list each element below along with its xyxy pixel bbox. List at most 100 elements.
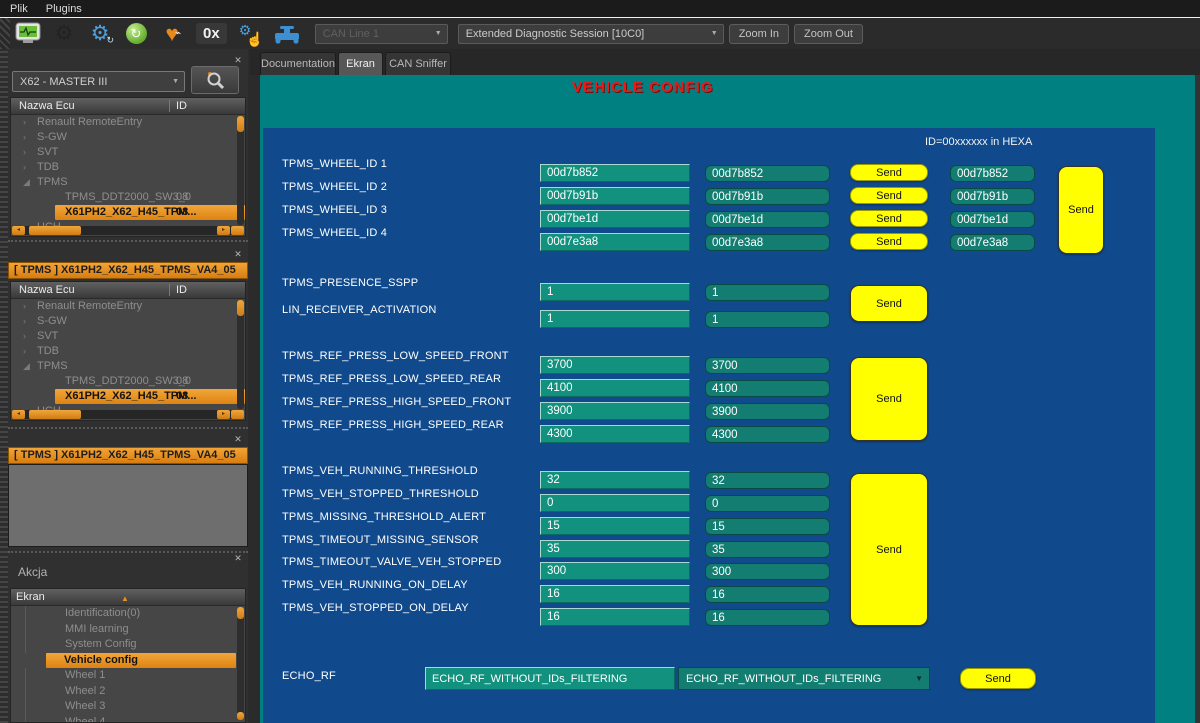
wheel-id-3-input[interactable] xyxy=(540,210,690,228)
sync-gear-icon[interactable]: ⚙ ↻ xyxy=(90,22,114,45)
action-item-system-config[interactable]: System Config xyxy=(25,637,245,653)
tree-row[interactable]: TPMS_DDT2000_SW3_0 08 xyxy=(65,375,191,387)
timeout-missing-sensor-current[interactable] xyxy=(705,541,830,558)
scroll-left-icon[interactable]: ◂ xyxy=(12,410,25,419)
lin-receiver-input[interactable] xyxy=(540,310,690,328)
echo-rf-dropdown[interactable]: ECHO_RF_WITHOUT_IDs_FILTERING ▼ xyxy=(678,667,930,690)
timeout-valve-veh-stopped-current[interactable] xyxy=(705,563,830,580)
send-threshold-button[interactable]: Send xyxy=(850,473,928,626)
veh-running-threshold-current[interactable] xyxy=(705,472,830,489)
menu-plugins[interactable]: Plugins xyxy=(45,2,82,15)
zoom-in-button[interactable]: Zoom In xyxy=(728,23,790,44)
ref-press-low-rear-current[interactable] xyxy=(705,380,830,397)
close-icon[interactable]: ✕ xyxy=(234,249,242,259)
veh-stopped-on-delay-input[interactable] xyxy=(540,608,690,626)
tpms-panel-title[interactable]: [ TPMS ] X61PH2_X62_H45_TPMS_VA4_05 xyxy=(8,262,248,279)
scroll-right-icon[interactable]: ▸ xyxy=(217,226,230,235)
lin-receiver-current[interactable] xyxy=(705,311,830,328)
tab-documentation[interactable]: Documentation xyxy=(260,52,336,75)
veh-running-on-delay-input[interactable] xyxy=(540,585,690,603)
ref-press-high-rear-current[interactable] xyxy=(705,426,830,443)
wheel-id-1-input[interactable] xyxy=(540,164,690,182)
send-ref-press-button[interactable]: Send xyxy=(850,357,928,441)
ref-press-low-front-input[interactable] xyxy=(540,356,690,374)
vertical-scrollbar[interactable] xyxy=(237,116,244,225)
tree-row[interactable]: ◢ TPMS xyxy=(23,360,68,372)
missing-threshold-alert-current[interactable] xyxy=(705,518,830,535)
send-wheel-2-button[interactable]: Send xyxy=(850,187,928,204)
veh-stopped-threshold-current[interactable] xyxy=(705,495,830,512)
ref-press-low-rear-input[interactable] xyxy=(540,379,690,397)
collapse-up-icon[interactable]: ▲ xyxy=(121,594,129,603)
action-item-vehicle-config[interactable]: Vehicle config xyxy=(46,652,236,668)
refresh-icon[interactable]: ↻ xyxy=(121,20,151,48)
horizontal-scrollbar[interactable]: ◂ ▸ xyxy=(12,410,244,419)
ref-press-high-rear-input[interactable] xyxy=(540,425,690,443)
tree-row[interactable]: › S-GW xyxy=(23,315,67,327)
ref-press-high-front-input[interactable] xyxy=(540,402,690,420)
timeout-valve-veh-stopped-input[interactable] xyxy=(540,562,690,580)
offline-gear-icon[interactable]: ⚙ xyxy=(54,22,74,45)
wheel-id-2-hexa[interactable] xyxy=(950,188,1035,205)
tree-row[interactable]: › SVT xyxy=(23,146,59,158)
echo-rf-input[interactable] xyxy=(425,667,675,690)
tree-row[interactable]: › SVT xyxy=(23,330,59,342)
scroll-left-icon[interactable]: ◂ xyxy=(12,226,25,235)
ecu-selector-dropdown[interactable]: X62 - MASTER III ▼ xyxy=(12,71,185,92)
scroll-thumb[interactable] xyxy=(29,226,81,235)
close-icon[interactable]: ✕ xyxy=(234,434,242,444)
tree-row[interactable]: › TDB xyxy=(23,161,59,173)
config-hand-icon[interactable]: ⚙ ☝ xyxy=(238,21,264,47)
session-dropdown[interactable]: Extended Diagnostic Session [10C0] ▼ xyxy=(457,23,724,44)
veh-stopped-on-delay-current[interactable] xyxy=(705,609,830,626)
panel-splitter[interactable] xyxy=(8,240,248,243)
tree-row[interactable]: ◢ TPMS xyxy=(23,176,68,188)
tab-ekran[interactable]: Ekran xyxy=(338,52,383,75)
wheel-id-2-current[interactable] xyxy=(705,188,830,205)
send-wheel-3-button[interactable]: Send xyxy=(850,210,928,227)
vertical-scrollbar[interactable] xyxy=(237,607,244,720)
can-line-dropdown[interactable]: CAN Line 1 ▼ xyxy=(314,23,448,44)
timeout-missing-sensor-input[interactable] xyxy=(540,540,690,558)
tree-row-selected[interactable]: X61PH2_X62_H45_TPM... 08 xyxy=(55,389,245,404)
tree-row-selected[interactable]: X61PH2_X62_H45_TPM... 08 xyxy=(55,205,245,220)
wheel-id-4-current[interactable] xyxy=(705,234,830,251)
action-item-mmi-learning[interactable]: MMI learning xyxy=(25,621,245,637)
wheel-id-4-hexa[interactable] xyxy=(950,234,1035,251)
ecu-monitor-icon[interactable] xyxy=(13,20,43,48)
action-item-wheel-4[interactable]: Wheel 4 xyxy=(25,714,245,722)
ref-press-low-front-current[interactable] xyxy=(705,357,830,374)
tree-row[interactable]: › TDB xyxy=(23,345,59,357)
hex-toggle[interactable]: 0x xyxy=(196,23,227,44)
presence-sspp-current[interactable] xyxy=(705,284,830,301)
wheel-id-1-current[interactable] xyxy=(705,165,830,182)
send-wheel-4-button[interactable]: Send xyxy=(850,233,928,250)
wheel-id-4-input[interactable] xyxy=(540,233,690,251)
close-icon[interactable]: ✕ xyxy=(234,55,242,65)
wheel-id-2-input[interactable] xyxy=(540,187,690,205)
vertical-splitter[interactable] xyxy=(248,49,260,723)
panel-splitter[interactable] xyxy=(8,427,248,430)
send-echo-rf-button[interactable]: Send xyxy=(960,668,1036,689)
tree-row[interactable]: TPMS_DDT2000_SW3_0 08 xyxy=(65,191,191,203)
tpms-panel-title[interactable]: [ TPMS ] X61PH2_X62_H45_TPMS_VA4_05 xyxy=(8,447,248,464)
tree-row[interactable]: › Renault RemoteEntry xyxy=(23,300,143,312)
zoom-out-button[interactable]: Zoom Out xyxy=(794,23,863,44)
scroll-right-icon[interactable]: ▸ xyxy=(217,410,230,419)
send-all-wheel-ids-button[interactable]: Send xyxy=(1058,166,1104,254)
missing-threshold-alert-input[interactable] xyxy=(540,517,690,535)
send-presence-button[interactable]: Send xyxy=(850,285,928,322)
veh-running-threshold-input[interactable] xyxy=(540,471,690,489)
send-wheel-1-button[interactable]: Send xyxy=(850,164,928,181)
tree-row[interactable]: › Renault RemoteEntry xyxy=(23,116,143,128)
tree-row[interactable]: › S-GW xyxy=(23,131,67,143)
veh-stopped-threshold-input[interactable] xyxy=(540,494,690,512)
action-item-identification[interactable]: Identification(0) xyxy=(25,606,245,622)
veh-running-on-delay-current[interactable] xyxy=(705,586,830,603)
toolbar-grip[interactable] xyxy=(0,18,10,49)
horizontal-scrollbar[interactable]: ◂ ▸ xyxy=(12,226,244,235)
action-item-wheel-3[interactable]: Wheel 3 xyxy=(25,699,245,715)
presence-sspp-input[interactable] xyxy=(540,283,690,301)
ekran-list-header[interactable]: Ekran ▲ xyxy=(11,589,245,606)
scroll-thumb[interactable] xyxy=(29,410,81,419)
